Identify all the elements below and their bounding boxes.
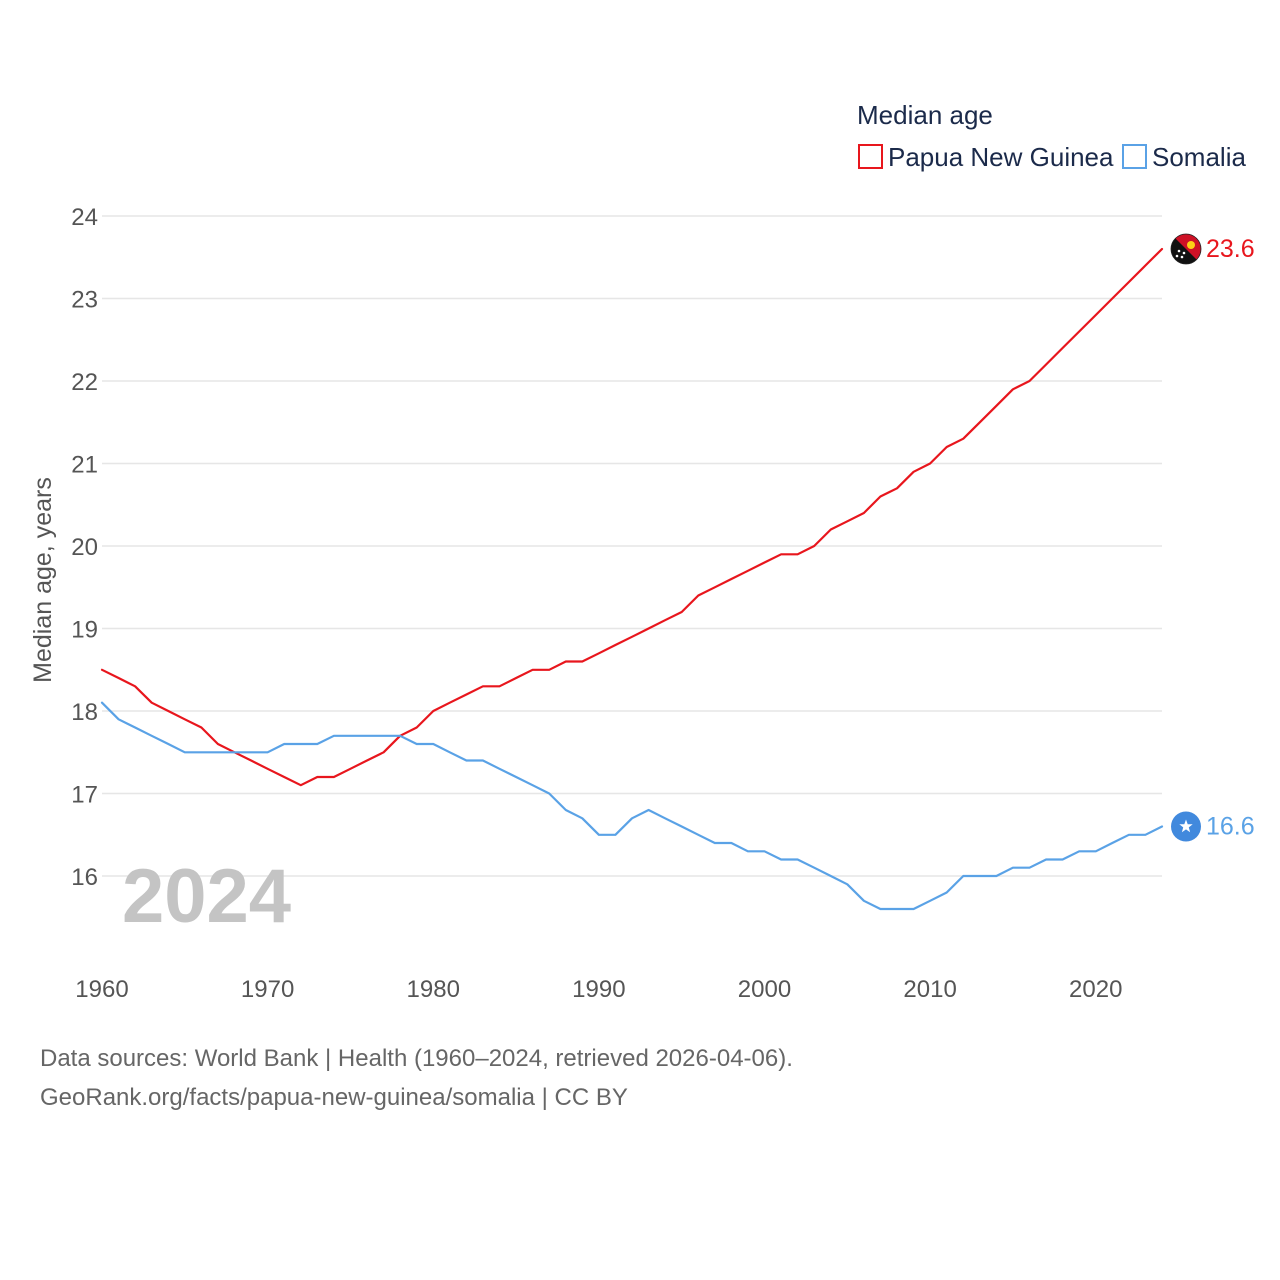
legend-title: Median age: [857, 100, 993, 130]
y-axis-title: Median age, years: [29, 477, 57, 683]
x-tick-label: 2020: [1069, 976, 1122, 1003]
x-tick-label: 2000: [738, 976, 791, 1003]
y-axis-ticks: 16 17 18 19 20 21 22 23 24: [71, 204, 98, 891]
y-tick-label: 17: [71, 782, 98, 809]
legend-swatch: [858, 144, 883, 169]
x-axis-ticks: 1960 1970 1980 1990 2000 2010 2020: [75, 976, 1122, 1003]
year-watermark: 2024: [122, 854, 291, 939]
data-source-text: Data sources: World Bank | Health (1960–…: [40, 1045, 793, 1072]
end-value-label: 23.6: [1206, 235, 1255, 263]
y-tick-label: 16: [71, 864, 98, 891]
legend: Median age Papua New Guinea Somalia: [857, 100, 1246, 172]
y-tick-label: 21: [71, 452, 98, 479]
y-tick-label: 18: [71, 699, 98, 726]
legend-item-papua-new-guinea[interactable]: Papua New Guinea: [858, 142, 1114, 172]
y-tick-label: 20: [71, 534, 98, 561]
x-tick-label: 1980: [407, 976, 460, 1003]
source-url-text: GeoRank.org/facts/papua-new-guinea/somal…: [40, 1084, 628, 1111]
grid-lines: [102, 215, 1162, 877]
somalia-flag-icon: [1171, 811, 1201, 842]
legend-items: Papua New Guinea Somalia: [858, 142, 1246, 172]
y-tick-label: 23: [71, 287, 98, 314]
legend-swatch: [1122, 144, 1147, 169]
y-tick-label: 22: [71, 369, 98, 396]
series-line-papua-new-guinea: [100, 247, 1164, 787]
end-value-label: 16.6: [1206, 813, 1255, 841]
x-tick-label: 2010: [903, 976, 956, 1003]
y-tick-label: 19: [71, 617, 98, 644]
x-tick-label: 1970: [241, 976, 294, 1003]
legend-label: Somalia: [1152, 142, 1246, 172]
x-tick-label: 1990: [572, 976, 625, 1003]
x-tick-label: 1960: [75, 976, 128, 1003]
series-line-somalia: [100, 701, 1164, 911]
series-end-markers: 23.6 16.6: [1170, 233, 1255, 842]
y-tick-label: 24: [71, 204, 98, 231]
papua-new-guinea-flag-icon: [1170, 233, 1202, 265]
legend-item-somalia[interactable]: Somalia: [1122, 142, 1246, 172]
series-lines: [100, 247, 1164, 911]
legend-label: Papua New Guinea: [888, 142, 1114, 172]
